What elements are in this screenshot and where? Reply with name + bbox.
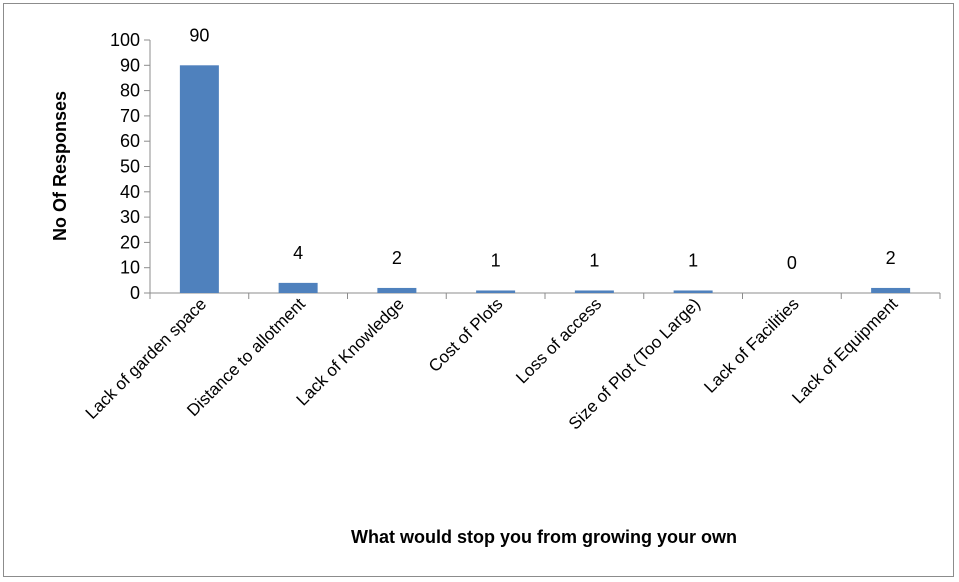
bar-data-label: 4 (293, 243, 303, 263)
y-tick-label: 0 (130, 283, 140, 303)
bar (673, 290, 713, 293)
y-tick-label: 90 (120, 55, 140, 75)
y-tick-label: 60 (120, 131, 140, 151)
bar-data-label: 2 (886, 248, 896, 268)
bar (574, 290, 614, 293)
chart-frame (3, 3, 954, 577)
bar-data-label: 2 (392, 248, 402, 268)
y-tick-label: 10 (120, 258, 140, 278)
y-tick-label: 100 (110, 30, 140, 50)
y-tick-label: 30 (120, 207, 140, 227)
bar (871, 287, 911, 293)
y-tick-label: 40 (120, 182, 140, 202)
bar-data-label: 90 (189, 25, 209, 45)
x-axis (149, 292, 941, 299)
y-tick-label: 20 (120, 232, 140, 252)
bar-data-label: 1 (688, 250, 698, 270)
category-label: Cost of Plots (425, 294, 507, 376)
bar-data-label: 1 (589, 250, 599, 270)
bar-data-label: 1 (491, 250, 501, 270)
data-labels: 90 4 2 1 1 1 0 2 (189, 25, 895, 273)
y-tick-label: 80 (120, 81, 140, 101)
category-label: Lack of Facilities (700, 294, 802, 396)
bar (377, 287, 417, 293)
bar (278, 282, 318, 293)
category-label: Lack of Equipment (788, 294, 901, 407)
category-label: Loss of access (512, 294, 605, 387)
x-axis-title: What would stop you from growing your ow… (351, 527, 737, 547)
y-axis: 0 10 20 30 40 50 60 70 80 90 100 (110, 30, 151, 303)
y-tick-label: 70 (120, 106, 140, 126)
y-axis-title: No Of Responses (50, 91, 70, 241)
category-label: Lack of Knowledge (293, 294, 408, 409)
bars (179, 65, 911, 293)
bar (179, 65, 219, 293)
bar (476, 290, 516, 293)
y-tick-label: 50 (120, 157, 140, 177)
bar-data-label: 0 (787, 253, 797, 273)
